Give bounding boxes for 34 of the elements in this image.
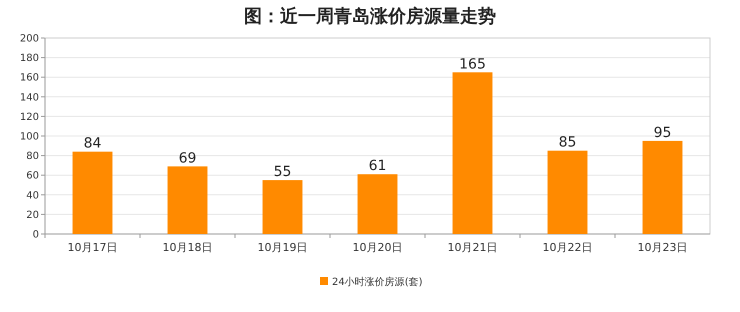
y-tick-label: 140: [20, 92, 39, 104]
x-tick-label: 10月17日: [68, 241, 118, 254]
data-label: 95: [654, 124, 672, 141]
y-tick-label: 180: [20, 53, 39, 64]
x-tick-label: 10月22日: [542, 241, 592, 254]
bar: [72, 152, 112, 234]
y-tick-label: 20: [26, 210, 39, 221]
y-tick-label: 40: [26, 190, 39, 202]
x-tick-label: 10月19日: [258, 241, 308, 254]
x-tick-label: 10月20日: [352, 241, 402, 254]
x-tick-label: 10月18日: [162, 241, 212, 254]
y-tick-label: 100: [20, 132, 39, 142]
data-label: 165: [459, 56, 486, 72]
bar: [548, 150, 588, 234]
y-tick-label: 200: [20, 34, 39, 44]
y-tick-label: 0: [32, 230, 39, 240]
bar: [358, 174, 398, 234]
x-tick-label: 10月23日: [638, 241, 688, 254]
chart-title: 图：近一周青岛涨价房源量走势: [244, 6, 496, 27]
data-label: 55: [274, 164, 292, 180]
data-label: 69: [178, 150, 196, 166]
bar: [452, 72, 492, 234]
x-tick-label: 10月21日: [448, 241, 498, 254]
y-tick-label: 80: [26, 151, 39, 162]
bar: [168, 166, 208, 234]
data-label: 84: [84, 136, 102, 152]
y-tick-label: 160: [20, 72, 39, 84]
data-label: 85: [558, 134, 576, 151]
legend-label: 24小时涨价房源(套): [332, 276, 423, 288]
data-label: 61: [368, 158, 386, 174]
bar: [262, 180, 302, 234]
y-tick-label: 60: [26, 170, 39, 182]
bar: [642, 140, 682, 234]
y-tick-label: 120: [20, 112, 39, 123]
